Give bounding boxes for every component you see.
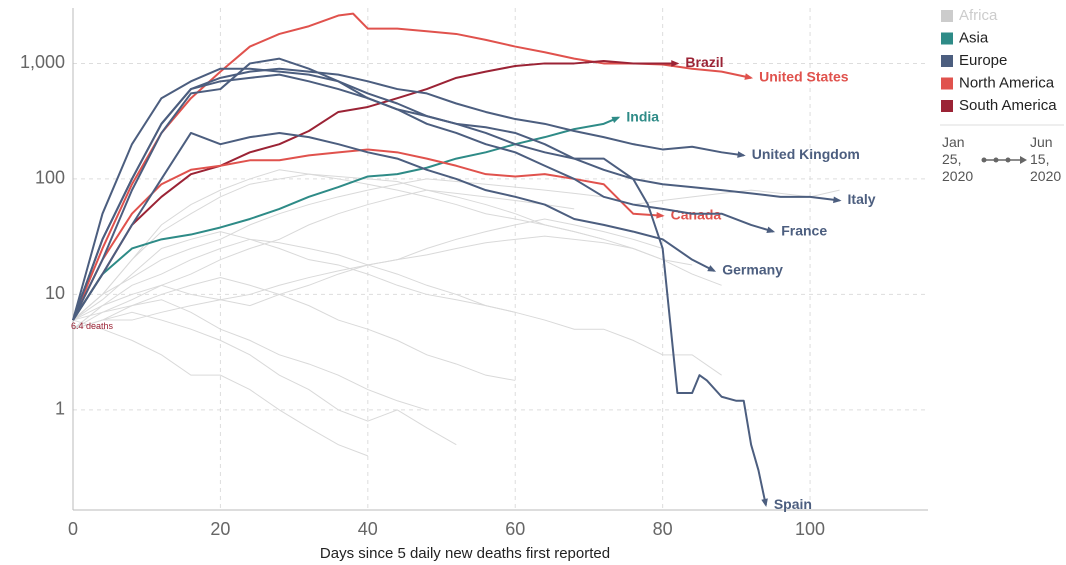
y-tick-label: 10 — [45, 283, 65, 303]
legend-swatch — [941, 100, 953, 112]
legend-swatch — [941, 55, 953, 67]
series-line — [72, 131, 715, 321]
series-label: France — [781, 222, 827, 238]
x-tick-label: 100 — [795, 519, 825, 539]
background-line — [72, 189, 575, 330]
background-line — [72, 178, 840, 321]
line-arrow — [707, 265, 717, 272]
x-axis-label: Days since 5 daily new deaths first repo… — [320, 545, 610, 562]
background-line — [72, 277, 516, 381]
legend-label: Europe — [959, 52, 1007, 69]
line-arrow — [833, 196, 842, 204]
background-line — [72, 235, 722, 330]
x-tick-label: 20 — [210, 519, 230, 539]
series-line — [72, 57, 774, 321]
y-tick-label: 1,000 — [20, 52, 65, 72]
line-arrow — [744, 73, 754, 80]
y-tick-label: 100 — [35, 168, 65, 188]
legend-label: South America — [959, 97, 1057, 114]
timeline-dot — [1005, 157, 1011, 163]
y-tick-label: 1 — [55, 399, 65, 419]
legend-label: Africa — [959, 7, 998, 24]
series-label: Germany — [722, 262, 783, 278]
background-line — [72, 173, 604, 321]
legend-swatch — [941, 32, 953, 45]
timeline-handle — [981, 157, 987, 163]
series-label: Italy — [848, 191, 876, 207]
legend-label: Asia — [959, 29, 989, 46]
background-line — [72, 169, 693, 321]
timeline-start: Jan 25, 2020 — [942, 134, 974, 184]
line-arrow — [761, 498, 768, 508]
legend-label: North America — [959, 74, 1055, 91]
line-arrow — [671, 60, 680, 67]
legend-swatch — [941, 10, 953, 22]
legend-swatch — [941, 77, 953, 90]
line-arrow — [656, 211, 665, 219]
series-line — [72, 73, 840, 321]
series-label: India — [626, 108, 659, 124]
series-line — [72, 59, 678, 321]
x-tick-label: 60 — [505, 519, 525, 539]
x-tick-label: 80 — [653, 519, 673, 539]
background-line — [72, 319, 369, 457]
series-line — [72, 148, 663, 321]
series-label: United States — [759, 69, 849, 85]
annotation: 6.4 deaths — [71, 321, 114, 331]
x-tick-label: 40 — [358, 519, 378, 539]
line-arrow — [611, 116, 621, 124]
background-line — [72, 231, 722, 376]
x-tick-label: 0 — [68, 519, 78, 539]
background-line — [72, 311, 457, 446]
line-arrow — [766, 226, 776, 234]
series-line — [72, 67, 767, 506]
timeline-end: Jun 15, 2020 — [1030, 134, 1062, 184]
series-label: United Kingdom — [752, 146, 860, 162]
background-line — [72, 238, 516, 321]
timeline-handle — [1020, 156, 1027, 164]
line-arrow — [737, 151, 746, 158]
series-line — [72, 116, 619, 321]
series-line — [72, 12, 752, 321]
timeline-dot — [993, 157, 999, 163]
series-label: Brazil — [685, 54, 723, 70]
series-label: Spain — [774, 496, 812, 512]
